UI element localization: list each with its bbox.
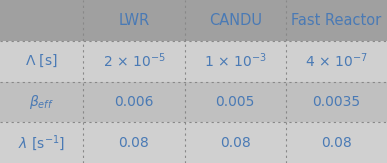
Text: 0.08: 0.08 xyxy=(220,136,251,150)
Text: $\lambda$ [s$^{-1}$]: $\lambda$ [s$^{-1}$] xyxy=(18,133,65,153)
Text: 0.08: 0.08 xyxy=(321,136,352,150)
Bar xyxy=(286,82,387,122)
Bar xyxy=(83,82,185,122)
Bar xyxy=(286,41,387,82)
Bar xyxy=(83,41,185,82)
Bar xyxy=(0,41,83,82)
Bar xyxy=(185,0,286,41)
Text: $\beta_{eff}$: $\beta_{eff}$ xyxy=(29,93,54,111)
Bar xyxy=(286,0,387,41)
Text: 4 $\times$ 10$^{-7}$: 4 $\times$ 10$^{-7}$ xyxy=(305,52,368,70)
Bar xyxy=(185,41,286,82)
Bar xyxy=(83,0,185,41)
Text: Fast Reactor: Fast Reactor xyxy=(291,13,382,28)
Text: 0.0035: 0.0035 xyxy=(312,95,361,109)
Text: 1 $\times$ 10$^{-3}$: 1 $\times$ 10$^{-3}$ xyxy=(204,52,267,70)
Text: 0.08: 0.08 xyxy=(118,136,149,150)
Bar xyxy=(0,82,83,122)
Text: 0.005: 0.005 xyxy=(216,95,255,109)
Text: CANDU: CANDU xyxy=(209,13,262,28)
Bar xyxy=(185,82,286,122)
Bar xyxy=(286,122,387,163)
Text: 0.006: 0.006 xyxy=(114,95,154,109)
Bar xyxy=(0,122,83,163)
Bar xyxy=(0,0,83,41)
Text: LWR: LWR xyxy=(118,13,149,28)
Text: $\Lambda$ [s]: $\Lambda$ [s] xyxy=(25,53,58,69)
Bar xyxy=(83,122,185,163)
Bar xyxy=(185,122,286,163)
Text: 2 $\times$ 10$^{-5}$: 2 $\times$ 10$^{-5}$ xyxy=(103,52,165,70)
